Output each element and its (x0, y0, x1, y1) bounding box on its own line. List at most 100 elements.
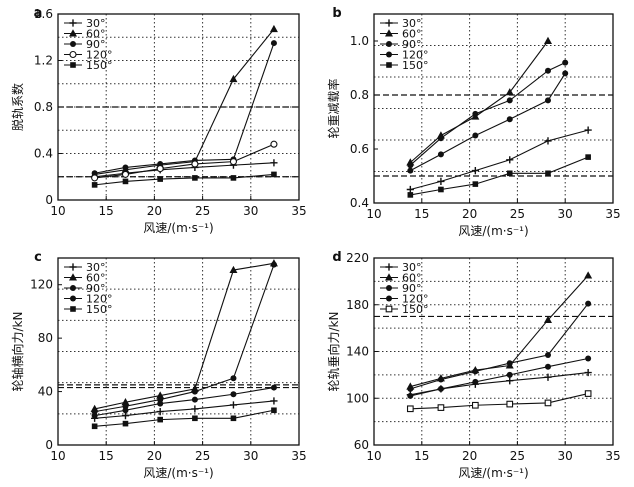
data-point (506, 360, 513, 367)
series-line (410, 129, 589, 191)
y-tick-label: 220 (346, 251, 369, 265)
data-point (584, 126, 592, 134)
y-tick-label: 1.2 (34, 54, 53, 68)
data-point (437, 177, 445, 185)
series-line (94, 162, 274, 178)
series-line (94, 143, 275, 179)
x-tick-label: 30 (243, 204, 258, 218)
chart-panel-b: 10 15 20 25 30 35 0.4 0.6 0.8 1.0 风速/(m·s⁻¹) 轮重减载率 b… (326, 6, 621, 238)
legend-item: 60° (64, 28, 106, 41)
series-line (94, 400, 274, 419)
data-point (506, 400, 514, 408)
legend-marker (385, 29, 393, 37)
legend-item: 30° (64, 261, 106, 274)
x-tick-label: 35 (605, 207, 620, 221)
series-line (409, 40, 549, 163)
legend-label: 90° (86, 38, 106, 51)
x-tick-label: 10 (366, 207, 381, 221)
legend-marker (385, 263, 393, 271)
y-tick-label: 0 (45, 193, 53, 207)
data-point (91, 423, 98, 430)
x-tick-label: 30 (558, 207, 573, 221)
series-4 (407, 154, 591, 198)
legend-item: 120° (64, 49, 113, 62)
data-point (437, 376, 444, 383)
data-point (157, 400, 164, 407)
data-point (192, 415, 198, 422)
legend-marker (386, 295, 392, 302)
data-point (122, 420, 129, 427)
legend-marker (69, 19, 77, 27)
legend-item: 120° (64, 293, 113, 306)
y-tick-label: 40 (38, 385, 53, 399)
data-point (506, 377, 514, 385)
data-point (506, 97, 513, 104)
x-tick-label: 10 (50, 449, 65, 463)
data-point (506, 170, 513, 177)
data-point (230, 175, 237, 181)
y-tick-label: 0.6 (350, 142, 369, 156)
y-axis-label: 轮轨垂向力/kN (326, 312, 341, 392)
x-tick-label: 30 (243, 449, 258, 463)
series-line (94, 409, 275, 427)
data-point (472, 378, 479, 385)
chart-panel-d: 10 15 20 25 30 35 60 100 140 180 220 风速/(m·s⁻¹) 轮轨垂向… (326, 250, 621, 480)
legend-item: 150° (64, 59, 113, 72)
data-point (191, 160, 199, 168)
series-line (410, 357, 589, 397)
data-point (544, 373, 552, 381)
panel-label: d (332, 250, 341, 265)
data-point (543, 36, 552, 44)
series-line (94, 42, 275, 174)
data-point (471, 401, 479, 409)
data-point (91, 182, 98, 188)
y-tick-label: 0.8 (34, 100, 53, 114)
y-tick-label: 0.4 (350, 196, 369, 210)
data-point (156, 391, 165, 399)
series-line (410, 371, 589, 396)
data-point (437, 385, 444, 392)
y-tick-label: 0.8 (350, 88, 369, 102)
data-point (229, 158, 237, 166)
data-point (584, 390, 592, 397)
data-point (270, 397, 278, 405)
series-line (409, 62, 566, 166)
data-point (407, 385, 414, 392)
data-point (157, 176, 163, 182)
data-point (122, 407, 129, 414)
data-point (544, 97, 551, 104)
chart-panel-c: 10 15 20 25 30 35 0 40 80 120 风速/(m·s⁻¹) 轮轴横向力/kN c 3… (10, 250, 307, 480)
legend-label: 90° (402, 282, 422, 295)
legend-label: 30° (86, 17, 106, 30)
legend-label: 90° (402, 38, 422, 51)
data-point (270, 40, 277, 47)
legend-marker (70, 285, 76, 291)
legend-label: 120° (402, 293, 429, 306)
legend-label: 60° (86, 28, 106, 41)
data-point (584, 368, 592, 377)
data-point (585, 300, 592, 307)
legend-label: 120° (86, 293, 113, 306)
x-tick-label: 25 (195, 204, 210, 218)
data-point (543, 315, 552, 323)
legend-label: 150° (86, 59, 113, 72)
series-line (94, 387, 275, 417)
x-tick-label: 10 (50, 204, 65, 218)
legend-label: 30° (402, 261, 422, 274)
legend-marker (70, 306, 76, 312)
panel-label: b (332, 6, 341, 21)
series-line (410, 156, 589, 196)
x-tick-label: 10 (366, 449, 381, 463)
legend-label: 150° (402, 59, 429, 72)
series-3 (407, 70, 569, 174)
chart-panel-a: 10 15 20 25 30 35 0 0.4 0.8 1.2 1.6 风速/(m·s⁻¹) 脱轨系数 a… (10, 6, 307, 235)
legend-label: 60° (86, 272, 106, 285)
panel-label: a (34, 6, 43, 21)
legend-marker (70, 295, 76, 302)
series-1 (406, 271, 593, 390)
data-point (271, 407, 277, 414)
x-tick-label: 15 (99, 449, 114, 463)
legend-label: 150° (402, 303, 429, 316)
data-point (191, 388, 198, 395)
